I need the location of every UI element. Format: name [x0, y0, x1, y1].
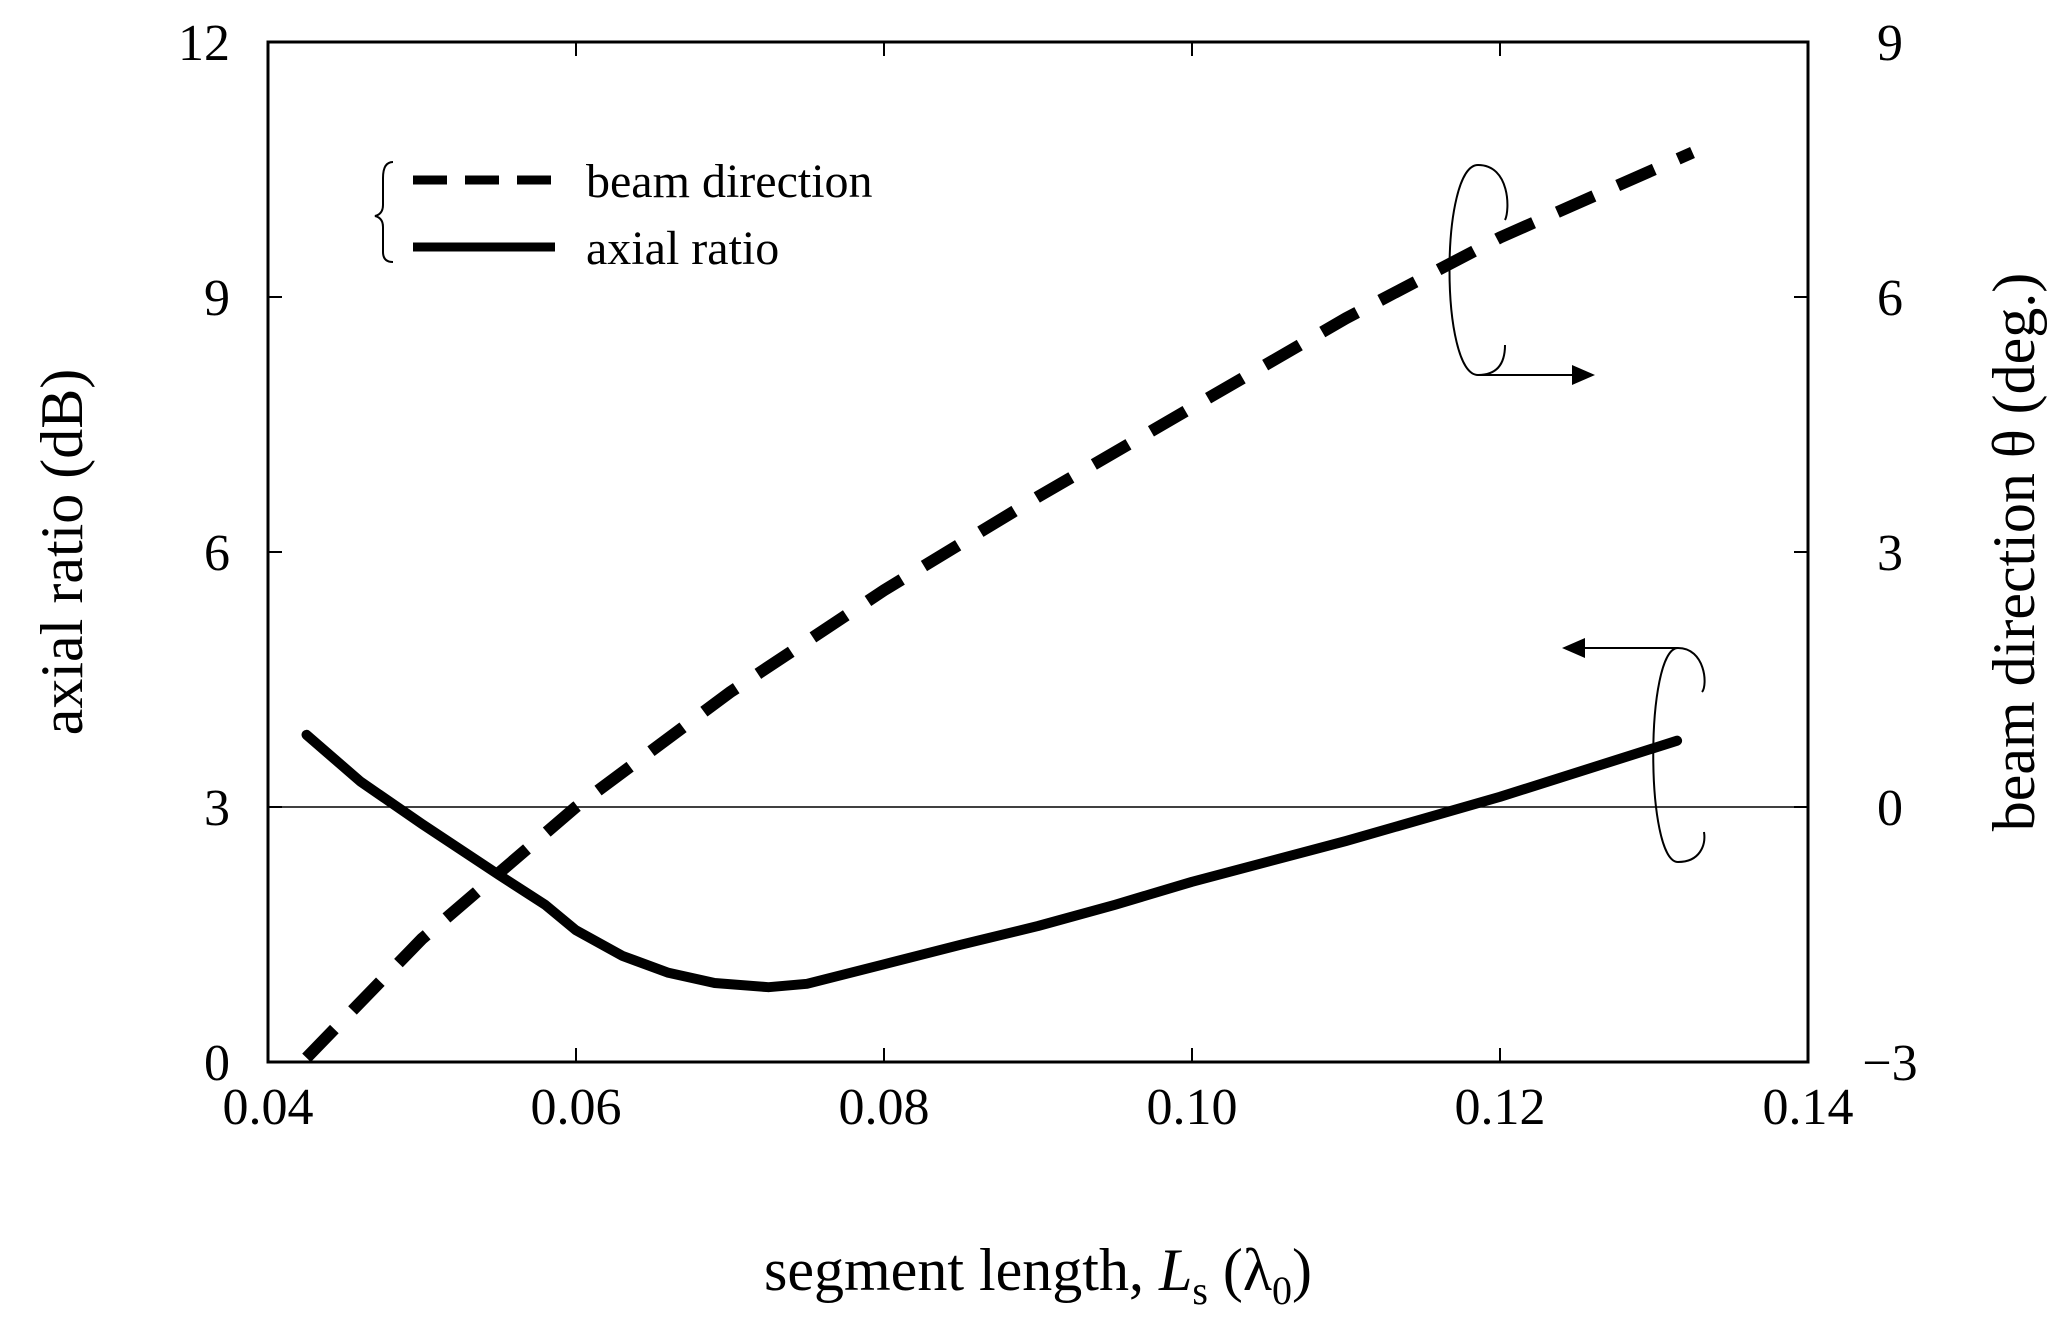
y-left-tick-label: 12: [178, 15, 230, 72]
y-axis-left-label: axial ratio (dB): [29, 369, 95, 736]
x-axis-label-unit-sub: 0: [1272, 1268, 1292, 1313]
x-axis-label-unit-close: ): [1292, 1237, 1312, 1303]
x-tick-label: 0.12: [1455, 1079, 1546, 1136]
y-left-tick-label: 6: [204, 525, 230, 582]
legend-label-axial-ratio: axial ratio: [586, 222, 779, 275]
y-right-tick-label: 0: [1877, 780, 1903, 837]
legend-brace: [374, 161, 394, 263]
y-right-tick-label: 9: [1877, 15, 1903, 72]
x-tick-label: 0.10: [1147, 1079, 1238, 1136]
x-tick-label: 0.14: [1763, 1079, 1854, 1136]
y-left-tick-label: 9: [204, 270, 230, 327]
x-axis-label-main: segment length,: [764, 1237, 1159, 1303]
y-right-tick-label: −3: [1862, 1035, 1917, 1092]
y-axis-right-label: beam direction θ (deg.): [1981, 273, 2047, 832]
axis-tick-labels: 0.04 0.06 0.08 0.10 0.12 0.14 0 3 6 9 12 −3 0 3 6 9: [178, 15, 1918, 1136]
x-tick-label: 0.08: [839, 1079, 930, 1136]
x-axis-label-variable-sub: s: [1192, 1268, 1208, 1313]
y-left-tick-label: 0: [204, 1035, 230, 1092]
axis-ticks: [267, 41, 1809, 1063]
series-line-beam-direction: [302, 147, 1695, 1062]
x-tick-label: 0.04: [223, 1079, 314, 1136]
x-axis-label: segment length, Ls (λ0): [764, 1237, 1312, 1313]
left-axis-indicator: [1562, 638, 1706, 863]
x-axis-label-unit-open: (λ: [1208, 1237, 1272, 1303]
legend-label-beam-direction: beam direction: [586, 155, 873, 208]
right-axis-indicator: [1448, 163, 1595, 385]
legend: beam direction axial ratio: [374, 155, 873, 275]
series-line-axial-ratio: [301, 729, 1683, 993]
plot-frame: [266, 40, 1810, 1064]
y-right-tick-label: 6: [1877, 270, 1903, 327]
x-tick-label: 0.06: [531, 1079, 622, 1136]
y-left-tick-label: 3: [204, 780, 230, 837]
x-axis-label-variable: L: [1158, 1237, 1192, 1303]
y-right-tick-label: 3: [1877, 525, 1903, 582]
